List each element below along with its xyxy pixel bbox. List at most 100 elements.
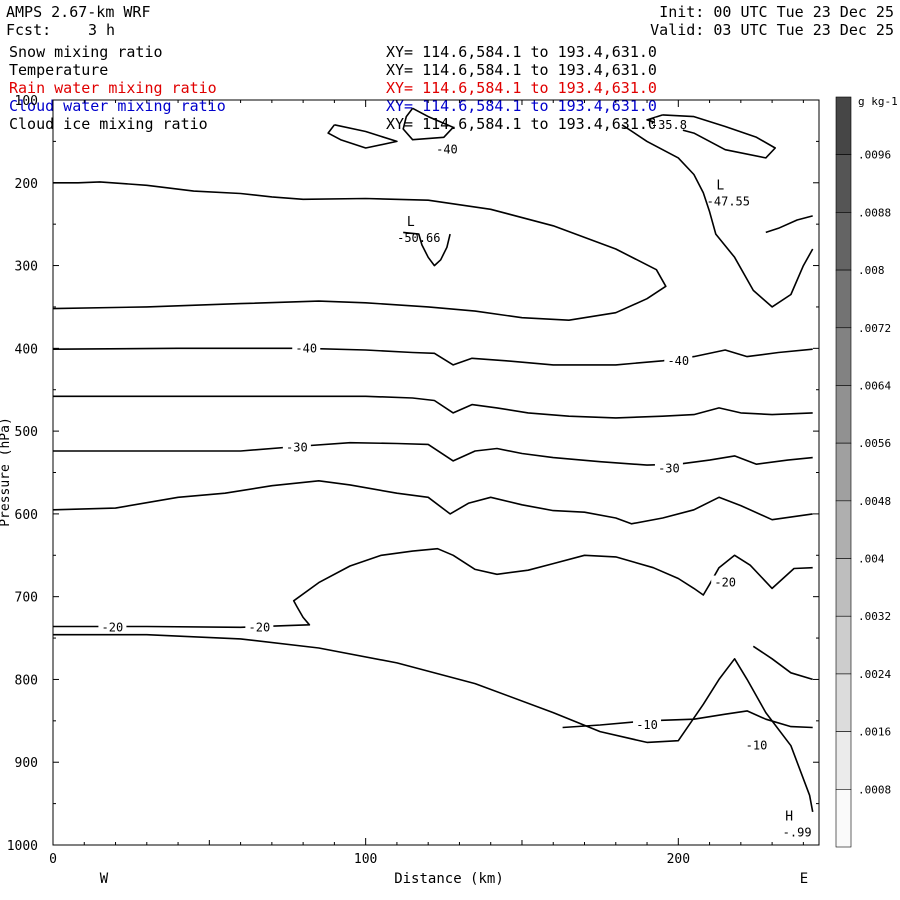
colorbar-tick-label: .0048: [858, 495, 891, 508]
extremum-letter: L: [407, 215, 415, 230]
colorbar-swatch: [835, 385, 852, 444]
colorbar-tick-label: .0032: [858, 610, 891, 623]
isotherm-line: [621, 124, 814, 308]
isotherm-line: [327, 124, 398, 149]
x-axis-title: Distance (km): [394, 871, 504, 887]
contour-label: -20: [249, 620, 271, 634]
x-end-right: E: [800, 871, 808, 887]
colorbar-swatch: [835, 154, 852, 213]
colorbar-tick-label: .008: [858, 264, 885, 277]
valid-time: Valid: 03 UTC Tue 23 Dec 25: [650, 21, 894, 39]
extremum-value: -50.66: [397, 231, 440, 245]
contour-label: -40: [436, 143, 458, 157]
isotherm-line: [402, 107, 454, 141]
extremum-value: -47.55: [707, 195, 750, 209]
extremum-value: -.99: [783, 825, 812, 839]
model-title: AMPS 2.67-km WRF: [6, 3, 151, 21]
colorbar-swatch: [835, 615, 852, 675]
forecast-label: Fcst:: [6, 21, 52, 39]
isotherm-line: [53, 633, 814, 813]
contour-label: -40: [667, 354, 689, 368]
isotherm-line: [562, 710, 813, 729]
colorbar-swatch: [835, 673, 852, 732]
colorbar-tick-label: .0024: [858, 668, 891, 681]
contour-label-bg: [654, 461, 683, 475]
extremum-letter: L: [716, 179, 724, 194]
isotherm-line: [52, 480, 813, 525]
isotherm-line: [752, 645, 813, 681]
field-name: Snow mixing ratio: [9, 43, 163, 61]
y-tick-label: 900: [15, 756, 38, 771]
extremum-letter: H: [785, 809, 793, 824]
isotherm-line: [52, 181, 667, 321]
field-name: Rain water mixing ratio: [9, 79, 217, 97]
colorbar-swatch: [835, 212, 852, 271]
contour-label-bg: [98, 620, 127, 634]
colorbar-tick-label: .0096: [858, 149, 891, 162]
colorbar-tick-label: .0064: [858, 379, 891, 392]
field-xy: XY= 114.6,584.1 to 193.4,631.0: [386, 43, 657, 61]
isotherm-line: [53, 547, 813, 629]
isotherm-line: [53, 395, 813, 419]
y-tick-label: 100: [15, 94, 38, 109]
contour-label: -35.8: [651, 118, 687, 132]
colorbar-swatch: [835, 96, 852, 155]
y-tick-label: 300: [15, 260, 38, 275]
contour-label-bg: [654, 117, 683, 131]
colorbar-swatch: [835, 789, 852, 848]
contour-label-bg: [664, 353, 693, 367]
colorbar-tick-label: .004: [858, 553, 885, 566]
isotherm-line: [403, 231, 451, 267]
colorbar-tick-label: .0072: [858, 322, 891, 335]
y-axis: 100 200 300 400 500 600 700 800 900 1000: [7, 94, 819, 854]
colorbar-tick-label: .0016: [858, 726, 891, 739]
colorbar-swatch: [835, 269, 852, 329]
field-name: Cloud water mixing ratio: [9, 97, 226, 115]
contour-label-bg: [292, 341, 321, 355]
contour-label-bg: [432, 142, 461, 156]
y-tick-label: 600: [15, 508, 38, 523]
contour-label-bg: [633, 717, 662, 731]
x-tick-label: 0: [49, 852, 57, 867]
field-name: Cloud ice mixing ratio: [9, 115, 208, 133]
contour-label: -20: [102, 620, 124, 634]
field-xy: XY= 114.6,584.1 to 193.4,631.0: [386, 61, 657, 79]
contour-label: -30: [286, 441, 308, 455]
contour-label: -20: [714, 576, 736, 590]
y-tick-label: 800: [15, 673, 38, 688]
field-xy: XY= 114.6,584.1 to 193.4,631.0: [386, 97, 657, 115]
y-tick-label: 200: [15, 177, 38, 192]
contour-label-bg: [711, 575, 740, 589]
y-tick-label: 400: [15, 342, 38, 357]
field-name: Temperature: [9, 61, 109, 79]
colorbar-swatch: [835, 558, 852, 617]
plot-frame: [52, 99, 820, 846]
colorbar-tick-label: .0008: [858, 783, 891, 796]
colorbar-swatch: [835, 731, 852, 790]
contour-label: -40: [295, 341, 317, 355]
forecast-value: 3 h: [88, 21, 116, 39]
contour-label: -30: [658, 461, 680, 475]
colorbar-swatch: [835, 442, 852, 502]
isotherm-line: [765, 215, 813, 234]
isotherm-line: [52, 347, 813, 366]
contour-label-layer: -40 -35.8 -40 -40 -30 -30 -20 -20 -20 -10 -10: [98, 117, 771, 753]
colorbar-unit: g kg-1: [858, 95, 898, 108]
x-tick-label: 100: [354, 852, 377, 867]
y-tick-label: 500: [15, 425, 38, 440]
field-xy: XY= 114.6,584.1 to 193.4,631.0: [386, 79, 657, 97]
colorbar-swatch: [835, 500, 852, 559]
contour-label-bg: [282, 440, 311, 454]
x-tick-label: 200: [667, 852, 690, 867]
y-axis-title: Pressure (hPa): [0, 417, 13, 527]
colorbar-swatch: [835, 327, 852, 386]
y-tick-label: 700: [15, 591, 38, 606]
extrema-layer: L-50.66L-47.55H-.99: [397, 179, 811, 840]
contour-label: -10: [636, 718, 658, 732]
contour-label: -10: [746, 739, 768, 753]
x-axis: 0 100 200: [49, 100, 804, 867]
contour-label-bg: [245, 620, 274, 634]
y-tick-label: 1000: [7, 839, 38, 854]
colorbar-tick-label: .0056: [858, 437, 891, 450]
